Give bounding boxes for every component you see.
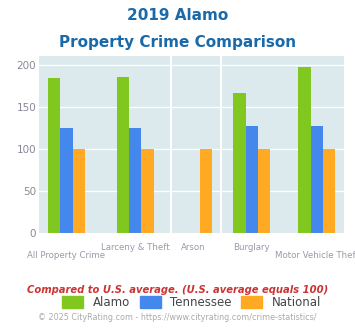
Bar (246, 126, 258, 233)
Bar (48, 78, 60, 233)
Bar (323, 148, 335, 233)
Bar (233, 93, 246, 233)
Legend: Alamo, Tennessee, National: Alamo, Tennessee, National (58, 291, 326, 314)
Bar (73, 148, 85, 233)
Text: Burglary: Burglary (234, 243, 270, 252)
Text: Compared to U.S. average. (U.S. average equals 100): Compared to U.S. average. (U.S. average … (27, 285, 328, 295)
Text: Arson: Arson (181, 243, 206, 252)
Text: Property Crime Comparison: Property Crime Comparison (59, 35, 296, 50)
Text: Motor Vehicle Theft: Motor Vehicle Theft (275, 251, 355, 260)
Bar (311, 126, 323, 233)
Bar (258, 148, 270, 233)
Bar (141, 148, 154, 233)
Bar (60, 128, 73, 233)
Text: All Property Crime: All Property Crime (27, 251, 105, 260)
Text: Larceny & Theft: Larceny & Theft (101, 243, 169, 252)
Text: 2019 Alamo: 2019 Alamo (127, 8, 228, 23)
Bar (200, 148, 212, 233)
Bar (129, 128, 141, 233)
Text: © 2025 CityRating.com - https://www.cityrating.com/crime-statistics/: © 2025 CityRating.com - https://www.city… (38, 313, 317, 322)
Bar (299, 67, 311, 233)
Bar (116, 77, 129, 233)
